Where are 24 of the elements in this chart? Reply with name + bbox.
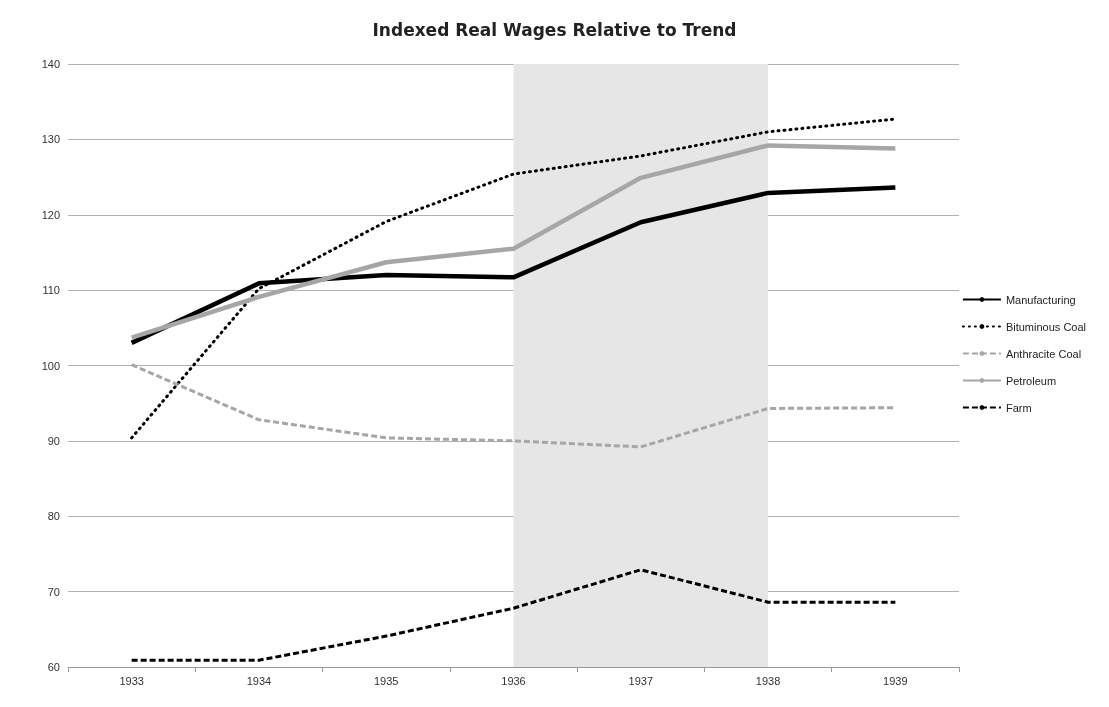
x-tick-label: 1934 [246, 674, 272, 687]
y-tick-label: 130 [41, 133, 60, 146]
y-tick-label: 60 [47, 661, 60, 673]
y-tick-label: 100 [41, 359, 60, 372]
x-tick-label: 1939 [883, 674, 908, 687]
legend-label: Manufacturing [1005, 293, 1076, 306]
chart-title: Indexed Real Wages Relative to Trend [372, 19, 737, 40]
y-tick-label: 140 [41, 58, 60, 70]
y-tick-label: 120 [41, 208, 60, 221]
y-tick-label: 110 [42, 284, 60, 297]
x-tick-label: 1938 [755, 674, 781, 687]
legend-label: Farm [1005, 401, 1032, 414]
x-tick-label: 1933 [119, 674, 144, 687]
line-series [130, 117, 897, 440]
y-tick-label: 80 [47, 510, 60, 523]
x-tick-label: 1937 [628, 674, 654, 687]
x-tick-label: 1935 [373, 674, 399, 687]
legend-label: Petroleum [1005, 374, 1057, 387]
y-tick-label: 90 [47, 434, 60, 447]
line-series [130, 568, 897, 662]
x-tick-label: 1936 [501, 674, 526, 687]
legend-label: Anthracite Coal [1005, 347, 1082, 360]
y-tick-label: 70 [47, 585, 60, 598]
legend-label: Bituminous Coal [1005, 320, 1086, 333]
